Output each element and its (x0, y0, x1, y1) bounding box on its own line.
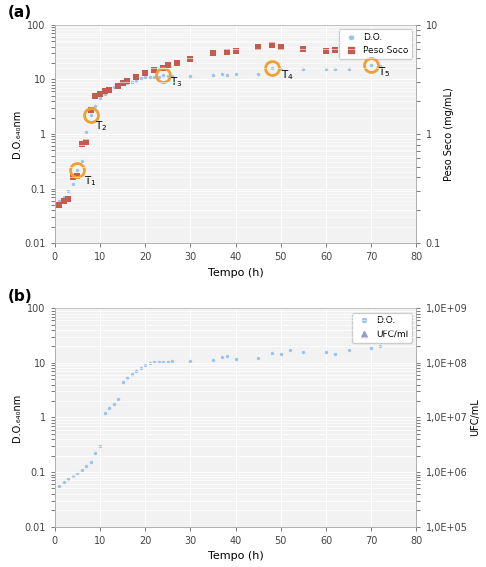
X-axis label: Tempo (h): Tempo (h) (208, 268, 263, 278)
Text: T$_2$: T$_2$ (95, 120, 108, 133)
Legend: D.O., Peso Soco: D.O., Peso Soco (339, 29, 412, 59)
Y-axis label: UFC/mL: UFC/mL (470, 399, 480, 437)
Text: T$_5$: T$_5$ (378, 65, 390, 79)
Y-axis label: D.O.₆₄₀nm: D.O.₆₄₀nm (12, 110, 21, 158)
Y-axis label: Peso Seco (mg/mL): Peso Seco (mg/mL) (444, 87, 453, 181)
Legend: D.O., UFC/ml: D.O., UFC/ml (352, 313, 412, 342)
Text: T$_1$: T$_1$ (84, 174, 97, 188)
Text: (a): (a) (8, 6, 32, 20)
X-axis label: Tempo (h): Tempo (h) (208, 551, 263, 561)
Text: (b): (b) (8, 289, 33, 304)
Y-axis label: D.O.₆₄₀nm: D.O.₆₄₀nm (12, 393, 21, 442)
Text: T$_4$: T$_4$ (281, 67, 294, 82)
Text: T$_3$: T$_3$ (170, 75, 183, 89)
